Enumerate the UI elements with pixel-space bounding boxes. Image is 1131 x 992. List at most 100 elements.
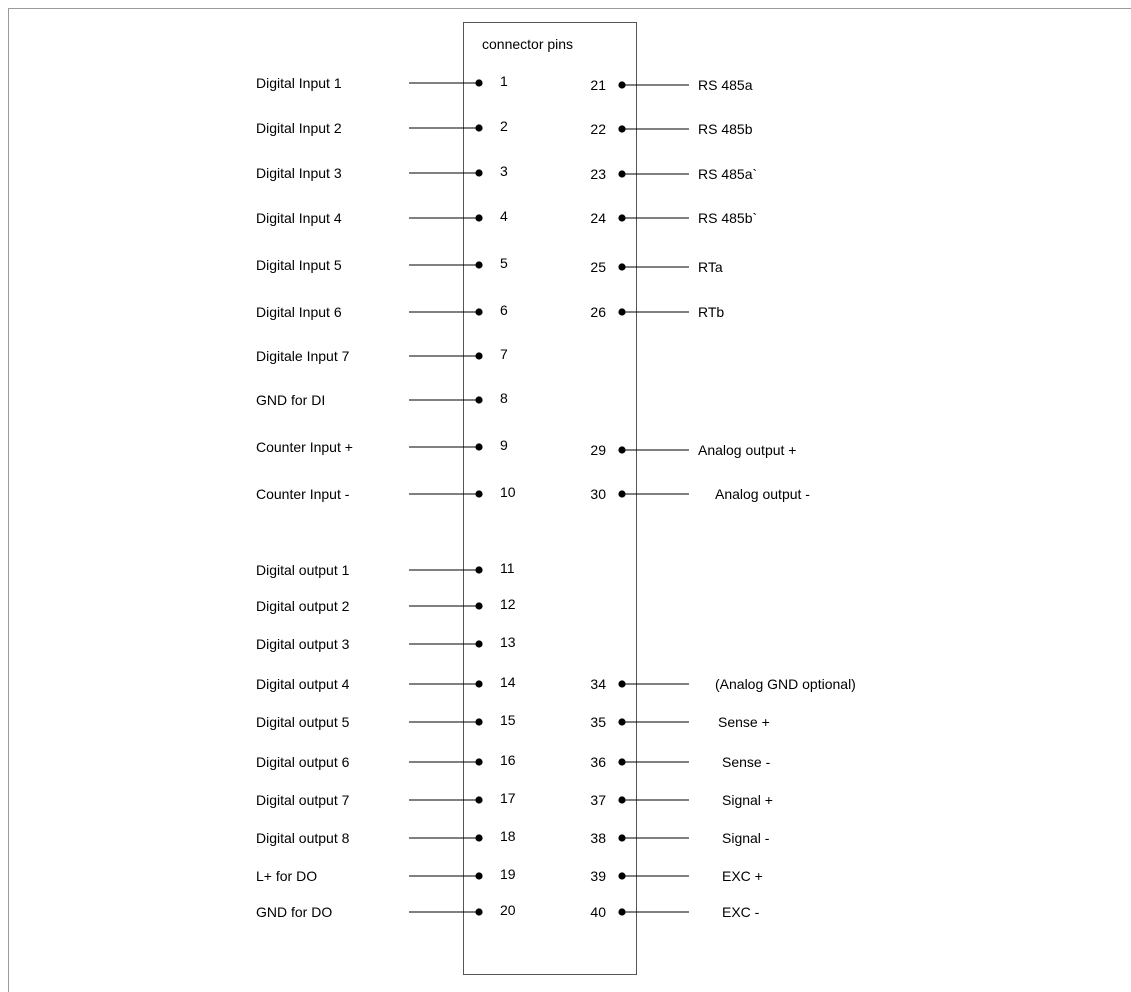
pin-dot	[618, 796, 626, 804]
pin-label: Sense +	[718, 714, 770, 730]
pin-dot	[475, 718, 483, 726]
pin-dot	[618, 908, 626, 916]
pin-dot	[475, 640, 483, 648]
pin-dot	[618, 214, 626, 222]
pin-label: Digital output 3	[256, 636, 350, 652]
left-pin-row: GND for DO 20	[256, 902, 516, 920]
pin-dot	[618, 490, 626, 498]
pin-number: 2	[500, 118, 508, 134]
pin-number: 38	[590, 830, 606, 846]
pin-number: 29	[590, 442, 606, 458]
pin-number: 24	[590, 210, 606, 226]
left-pin-row: Digital output 2 12	[256, 596, 516, 614]
left-pin-row: Digital Input 1 1	[256, 73, 508, 91]
right-pin-row: 34 (Analog GND optional)	[590, 676, 855, 692]
connector-header: connector pins	[482, 36, 573, 52]
left-pin-row: Digital output 3 13	[256, 634, 516, 652]
pin-number: 37	[590, 792, 606, 808]
pin-label: Digital Input 3	[256, 165, 342, 181]
right-pin-row: 36 Sense -	[590, 754, 770, 770]
pin-label: RS 485b`	[698, 210, 757, 226]
right-pin-row: 22 RS 485b	[590, 121, 752, 137]
pin-number: 13	[500, 634, 516, 650]
pin-number: 11	[500, 560, 515, 576]
pin-label: Digital output 2	[256, 598, 350, 614]
right-pin-group: 21 RS 485a 22 RS 485b 23 RS 485a` 24 RS 485b` 25…	[590, 77, 855, 920]
left-pin-row: Digital output 7 17	[256, 790, 516, 808]
pin-label: GND for DI	[256, 392, 325, 408]
pin-number: 7	[500, 346, 508, 362]
right-pin-row: 30 Analog output -	[590, 486, 810, 502]
pin-label: Digital Input 4	[256, 210, 342, 226]
pin-label: Counter Input +	[256, 439, 353, 455]
right-pin-row: 29 Analog output +	[590, 442, 796, 458]
left-pin-row: GND for DI 8	[256, 390, 508, 408]
pin-dot	[475, 758, 483, 766]
pin-label: Analog output +	[698, 442, 796, 458]
pin-dot	[475, 566, 483, 574]
right-pin-row: 24 RS 485b`	[590, 210, 757, 226]
pin-label: EXC -	[722, 904, 760, 920]
right-pin-row: 25 RTa	[590, 259, 722, 275]
right-pin-row: 21 RS 485a	[590, 77, 752, 93]
right-pin-row: 26 RTb	[590, 304, 724, 320]
pin-number: 4	[500, 208, 508, 224]
pin-number: 35	[590, 714, 606, 730]
pin-dot	[618, 834, 626, 842]
pin-dot	[618, 446, 626, 454]
left-pin-row: Digital Input 5 5	[256, 255, 508, 273]
pin-dot	[475, 602, 483, 610]
pin-dot	[618, 872, 626, 880]
pin-number: 21	[590, 77, 606, 93]
pin-label: Digitale Input 7	[256, 348, 350, 364]
pin-number: 3	[500, 163, 508, 179]
pin-label: GND for DO	[256, 904, 332, 920]
pin-dot	[475, 124, 483, 132]
pin-label: (Analog GND optional)	[715, 676, 856, 692]
pin-number: 10	[500, 484, 516, 500]
pin-dot	[618, 718, 626, 726]
pin-number: 22	[590, 121, 606, 137]
pin-label: L+ for DO	[256, 868, 317, 884]
left-pin-row: Digital Input 4 4	[256, 208, 508, 226]
left-pin-row: Digital output 1 11	[256, 560, 515, 578]
right-pin-row: 37 Signal +	[590, 792, 773, 808]
pin-label: Digital output 5	[256, 714, 350, 730]
connector-body	[463, 22, 637, 975]
pin-dot	[475, 443, 483, 451]
pin-label: Signal +	[722, 792, 773, 808]
pin-dot	[475, 908, 483, 916]
pin-number: 14	[500, 674, 516, 690]
left-pin-row: Digital Input 2 2	[256, 118, 508, 136]
left-pin-row: L+ for DO 19	[256, 866, 516, 884]
pin-number: 16	[500, 752, 516, 768]
pin-number: 39	[590, 868, 606, 884]
pin-number: 19	[500, 866, 516, 882]
pin-number: 15	[500, 712, 516, 728]
pin-dot	[475, 872, 483, 880]
pin-dot	[475, 352, 483, 360]
pin-label: Counter Input -	[256, 486, 350, 502]
pin-number: 6	[500, 302, 508, 318]
pin-dot	[618, 170, 626, 178]
pin-label: EXC +	[722, 868, 763, 884]
pin-number: 20	[500, 902, 516, 918]
pin-label: RS 485a	[698, 77, 753, 93]
pin-dot	[475, 169, 483, 177]
pin-label: Sense -	[722, 754, 771, 770]
pin-dot	[618, 263, 626, 271]
pin-label: RTa	[698, 259, 723, 275]
pin-dot	[618, 680, 626, 688]
left-pin-row: Counter Input - 10	[256, 484, 516, 502]
right-pin-row: 40 EXC -	[590, 904, 759, 920]
pin-dot	[475, 396, 483, 404]
pin-dot	[475, 680, 483, 688]
pin-dot	[475, 308, 483, 316]
pin-number: 36	[590, 754, 606, 770]
pin-label: Signal -	[722, 830, 770, 846]
pin-label: Digital Input 2	[256, 120, 342, 136]
pin-number: 25	[590, 259, 606, 275]
pin-number: 17	[500, 790, 516, 806]
